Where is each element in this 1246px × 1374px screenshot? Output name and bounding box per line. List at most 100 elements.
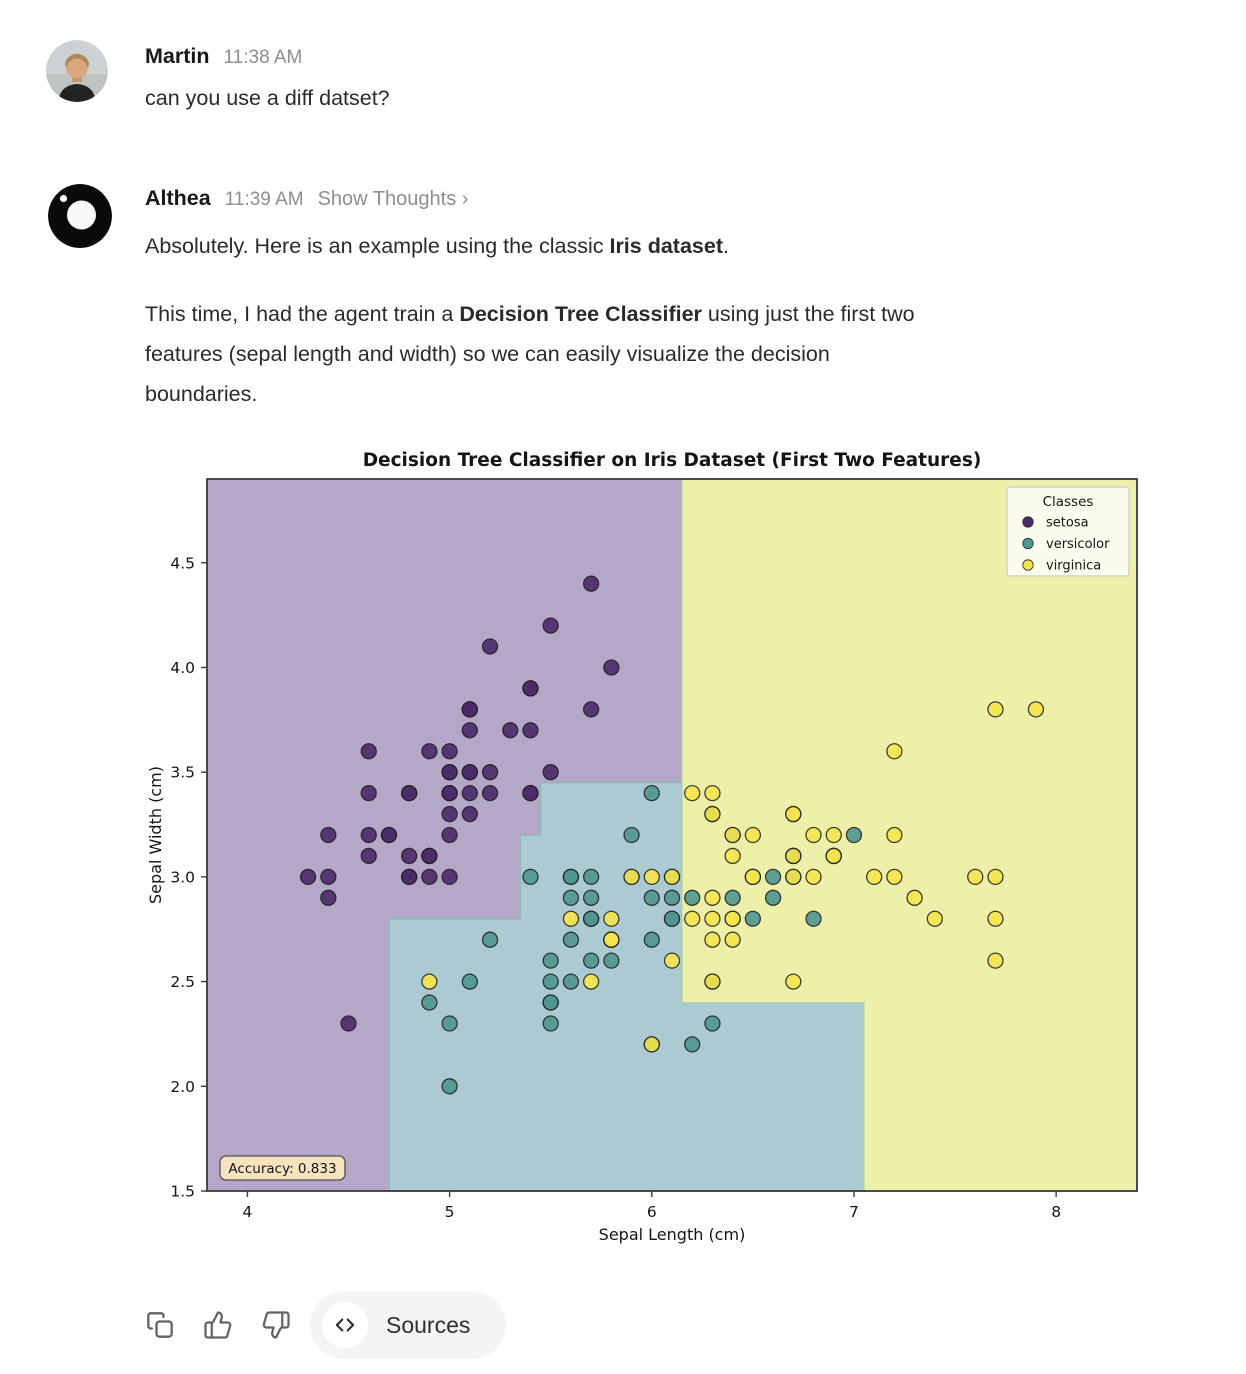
data-point-virginica — [724, 847, 741, 865]
text-run: boundaries. — [145, 382, 258, 406]
data-point-versicolor — [481, 931, 499, 948]
data-point-virginica — [603, 931, 620, 948]
show-thoughts-link[interactable]: Show Thoughts › — [317, 188, 469, 210]
data-point-setosa — [401, 847, 418, 865]
data-point-virginica — [744, 826, 762, 844]
data-point-virginica — [886, 743, 903, 760]
data-point-setosa — [360, 743, 377, 760]
data-point-setosa — [441, 784, 458, 802]
data-point-setosa — [522, 722, 539, 739]
data-point-versicolor — [643, 784, 660, 802]
data-point-virginica — [603, 910, 620, 927]
data-point-virginica — [744, 868, 762, 886]
legend-label-virginica: virginica — [1046, 559, 1101, 574]
paragraph-2-line-2: features (sepal length and width) so we … — [145, 334, 1225, 374]
data-point-setosa — [320, 889, 337, 906]
copy-button[interactable] — [138, 1303, 182, 1347]
legend-swatch-virginica — [1022, 559, 1034, 571]
bold-text-run: Decision Tree Classifier — [459, 302, 702, 326]
text-run: Absolutely. Here is an example using the… — [145, 234, 610, 258]
data-point-virginica — [684, 910, 701, 927]
data-point-virginica — [987, 952, 1004, 969]
data-point-virginica — [906, 889, 923, 906]
data-point-versicolor — [441, 1078, 458, 1095]
data-point-setosa — [360, 847, 377, 865]
data-point-virginica — [704, 784, 721, 802]
iris-chart-svg: 4 5 6 7 8 1.5 2.0 2.5 3.0 3.5 4.0 4.5 Decision Tree … — [146, 450, 1138, 1244]
data-point-virginica — [704, 889, 721, 906]
data-point-versicolor — [542, 994, 559, 1011]
data-point-virginica — [643, 868, 660, 886]
y-tick-label: 3.5 — [170, 764, 195, 782]
x-tick-label: 6 — [647, 1203, 657, 1221]
data-point-setosa — [582, 701, 600, 718]
bold-text-run: Iris dataset — [609, 234, 723, 258]
data-point-virginica — [663, 868, 681, 886]
data-point-versicolor — [542, 1015, 559, 1032]
data-point-virginica — [704, 931, 721, 948]
data-point-virginica — [785, 805, 802, 823]
y-tick-label: 3.0 — [170, 868, 195, 886]
martin-avatar-image — [46, 40, 108, 102]
data-point-versicolor — [704, 1015, 721, 1032]
assistant-name: Althea — [145, 186, 211, 210]
chart-title: Decision Tree Classifier on Iris Dataset… — [363, 450, 982, 471]
data-point-versicolor — [744, 910, 762, 927]
user-message-text: can you use a diff datset? — [145, 86, 390, 110]
data-point-virginica — [886, 868, 903, 886]
data-point-virginica — [704, 973, 721, 990]
data-point-virginica — [987, 701, 1004, 718]
iris-chart[interactable]: 4 5 6 7 8 1.5 2.0 2.5 3.0 3.5 4.0 4.5 Decision Tree … — [0, 440, 1246, 1260]
data-point-virginica — [643, 1036, 660, 1053]
data-point-versicolor — [542, 973, 559, 990]
data-point-versicolor — [663, 889, 681, 906]
assistant-paragraph-1: Absolutely. Here is an example using the… — [145, 226, 729, 266]
data-point-versicolor — [603, 952, 620, 969]
data-point-versicolor — [582, 952, 600, 969]
data-point-setosa — [320, 868, 337, 886]
data-point-setosa — [461, 701, 478, 718]
y-tick-label: 1.5 — [170, 1183, 195, 1201]
y-axis-label: Sepal Width (cm) — [146, 766, 165, 904]
data-point-virginica — [785, 868, 802, 886]
accuracy-annotation — [219, 1155, 346, 1181]
legend-title: Classes — [1043, 494, 1094, 510]
assistant-paragraph-2: This time, I had the agent train a Decis… — [145, 294, 1225, 414]
x-axis-label: Sepal Length (cm) — [599, 1225, 746, 1244]
data-point-setosa — [481, 638, 499, 655]
data-point-virginica — [926, 910, 943, 927]
data-point-virginica — [825, 847, 842, 865]
data-point-setosa — [441, 868, 458, 886]
data-point-virginica — [704, 805, 721, 823]
data-point-versicolor — [542, 952, 559, 969]
data-point-versicolor — [764, 889, 782, 906]
data-point-setosa — [461, 764, 478, 781]
x-tick-label: 4 — [242, 1203, 252, 1221]
sources-code-badge — [322, 1302, 368, 1348]
data-point-virginica — [866, 868, 883, 886]
data-point-virginica — [724, 931, 741, 948]
data-point-setosa — [320, 826, 337, 844]
legend-label-versicolor: versicolor — [1046, 537, 1110, 552]
althea-message-header: Althea 11:39 AM Show Thoughts › — [145, 186, 468, 211]
data-point-setosa — [542, 764, 559, 781]
data-point-versicolor — [684, 1036, 701, 1053]
sources-button[interactable]: Sources — [310, 1291, 507, 1359]
data-point-virginica — [582, 973, 600, 990]
data-point-versicolor — [684, 889, 701, 906]
thumbs-down-button[interactable] — [254, 1303, 298, 1347]
data-point-virginica — [562, 910, 580, 927]
thumbs-up-button[interactable] — [196, 1303, 240, 1347]
data-point-versicolor — [582, 889, 600, 906]
paragraph-2-line-3: boundaries. — [145, 374, 1225, 414]
y-tick-label: 2.0 — [170, 1078, 195, 1096]
sources-label: Sources — [386, 1311, 471, 1338]
data-point-virginica — [663, 952, 681, 969]
martin-avatar — [46, 40, 108, 102]
assistant-timestamp: 11:39 AM — [224, 189, 304, 210]
martin-message-header: Martin 11:38 AM — [145, 44, 302, 69]
data-point-versicolor — [643, 931, 660, 948]
data-point-virginica — [1027, 701, 1045, 718]
legend-swatch-setosa — [1022, 516, 1034, 528]
data-point-versicolor — [623, 826, 640, 844]
